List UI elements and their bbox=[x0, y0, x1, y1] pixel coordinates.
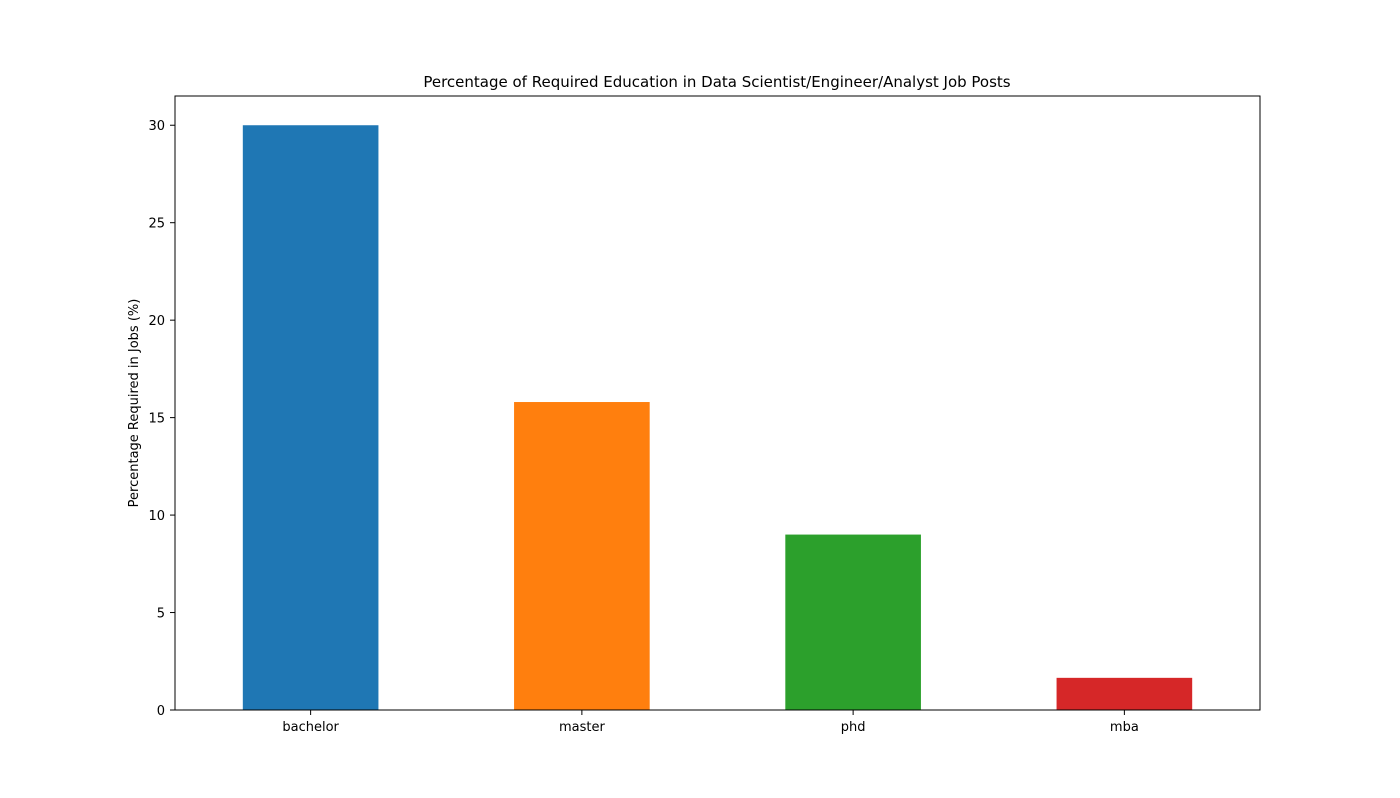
bar-bachelor bbox=[242, 125, 379, 710]
chart-title: Percentage of Required Education in Data… bbox=[423, 73, 1010, 91]
y-tick-label-20: 20 bbox=[148, 314, 165, 329]
x-tick-label-bachelor: bachelor bbox=[282, 720, 339, 735]
y-tick-label-0: 0 bbox=[157, 704, 165, 719]
bar-master bbox=[514, 402, 650, 710]
y-tick-label-25: 25 bbox=[148, 217, 165, 232]
y-tick-label-15: 15 bbox=[148, 412, 165, 427]
x-tick-label-master: master bbox=[559, 720, 605, 735]
x-tick-label-phd: phd bbox=[841, 720, 866, 735]
bars-group bbox=[242, 125, 1193, 710]
y-tick-label-5: 5 bbox=[157, 607, 165, 622]
y-axis: 0 5 10 15 20 25 30 bbox=[148, 119, 175, 719]
y-axis-label: Percentage Required in Jobs (%) bbox=[127, 299, 142, 508]
x-tick-label-mba: mba bbox=[1110, 720, 1139, 735]
bar-phd bbox=[785, 534, 921, 710]
y-tick-label-10: 10 bbox=[148, 509, 165, 524]
y-tick-label-30: 30 bbox=[148, 119, 165, 134]
bar-mba bbox=[1056, 677, 1193, 710]
x-axis: bachelor master phd mba bbox=[282, 710, 1139, 735]
plot-frame bbox=[174, 95, 1261, 711]
